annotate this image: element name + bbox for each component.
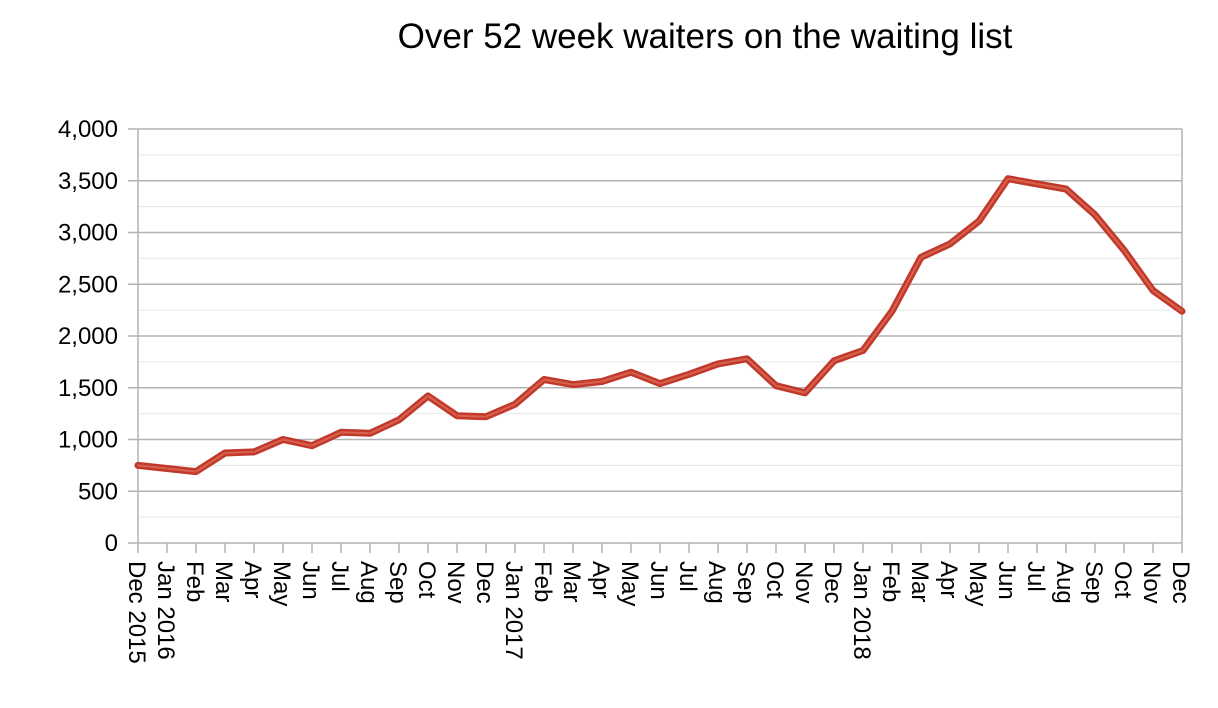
x-tick-label: Jul [1022, 561, 1049, 592]
chart-title: Over 52 week waiters on the waiting list [398, 17, 1013, 56]
data-point [572, 384, 574, 386]
data-point [224, 452, 226, 454]
x-tick-label: Apr [935, 561, 962, 598]
x-tick-label: Sep [1080, 561, 1107, 604]
x-tick-label: May [268, 561, 295, 606]
data-point [195, 471, 197, 473]
x-axis: Dec 2015 Jan 2016 Feb Mar Apr May Jun Jul Aug Sep… [123, 543, 1194, 664]
x-tick-label: Apr [587, 561, 614, 598]
x-tick-label: Oct [413, 561, 440, 599]
x-tick-label: Sep [384, 561, 411, 604]
x-tick-label: Mar [558, 561, 585, 602]
y-axis: 0 500 1,000 1,500 2,000 2,500 3,000 3,500 4,000 [58, 116, 138, 557]
y-tick-label: 1,500 [58, 375, 118, 402]
x-tick-label: Feb [181, 561, 208, 602]
x-tick-label: Dec [819, 561, 846, 604]
x-tick-label: Aug [703, 561, 730, 604]
data-point [311, 445, 313, 447]
data-point [804, 392, 806, 394]
x-tick-label: Jun [993, 561, 1020, 600]
x-tick-label: Jun [645, 561, 672, 600]
data-point [340, 431, 342, 433]
y-tick-label: 2,500 [58, 271, 118, 298]
data-point [775, 385, 777, 387]
x-tick-label: Mar [210, 561, 237, 602]
x-tick-label: May [616, 561, 643, 606]
x-tick-label: Dec 2015 [123, 561, 150, 664]
y-tick-label: 3,000 [58, 220, 118, 247]
x-tick-label: Jun [297, 561, 324, 600]
data-point [137, 464, 139, 466]
data-point [282, 439, 284, 440]
x-tick-label: Jan 2016 [152, 561, 179, 660]
series-line-highlight [137, 177, 1183, 473]
data-point [456, 415, 458, 417]
x-tick-label: Feb [877, 561, 904, 602]
data-point [978, 220, 980, 222]
data-point [920, 256, 922, 258]
gridlines [137, 128, 1183, 544]
y-tick-label: 0 [105, 530, 118, 557]
x-tick-label: Feb [529, 561, 556, 602]
data-point [601, 381, 603, 383]
x-tick-label: Nov [1138, 561, 1165, 604]
x-tick-label: Nov [790, 561, 817, 604]
data-point [688, 373, 690, 375]
data-point [1065, 188, 1067, 190]
data-point [166, 467, 168, 469]
y-tick-label: 500 [78, 478, 118, 505]
x-tick-label: Dec [471, 561, 498, 604]
x-tick-label: Aug [1051, 561, 1078, 604]
x-tick-label: Aug [355, 561, 382, 604]
data-point [630, 371, 632, 373]
data-point [253, 451, 255, 453]
x-tick-label: Jan 2017 [500, 561, 527, 660]
series-line [134, 175, 1186, 476]
data-point [949, 243, 951, 245]
data-point [1123, 249, 1125, 251]
data-point [833, 360, 835, 362]
data-point [427, 395, 429, 397]
x-tick-label: Jul [326, 561, 353, 592]
data-point [1152, 289, 1154, 291]
data-point [369, 432, 371, 434]
y-tick-label: 3,500 [58, 168, 118, 195]
y-tick-label: 1,000 [58, 427, 118, 454]
x-tick-label: Nov [442, 561, 469, 604]
data-point [485, 416, 487, 418]
data-point [862, 349, 864, 351]
data-point [1036, 183, 1038, 185]
data-point [717, 363, 719, 365]
x-tick-label: Oct [1109, 561, 1136, 599]
x-tick-label: Jul [674, 561, 701, 592]
x-tick-label: Oct [761, 561, 788, 599]
data-point [1007, 178, 1009, 180]
series-group [134, 175, 1186, 476]
x-tick-label: Jan 2018 [848, 561, 875, 660]
x-tick-label: May [964, 561, 991, 606]
data-point [746, 358, 748, 360]
data-point [1181, 310, 1183, 312]
data-point [659, 383, 661, 385]
x-tick-label: Mar [906, 561, 933, 602]
y-tick-label: 4,000 [58, 116, 118, 143]
data-point [543, 378, 545, 380]
y-tick-label: 2,000 [58, 323, 118, 350]
x-tick-label: Dec [1167, 561, 1194, 604]
data-point [398, 419, 400, 421]
data-point [514, 403, 516, 405]
data-point [891, 310, 893, 312]
x-tick-label: Apr [239, 561, 266, 598]
data-point [1094, 214, 1096, 216]
x-tick-label: Sep [732, 561, 759, 604]
